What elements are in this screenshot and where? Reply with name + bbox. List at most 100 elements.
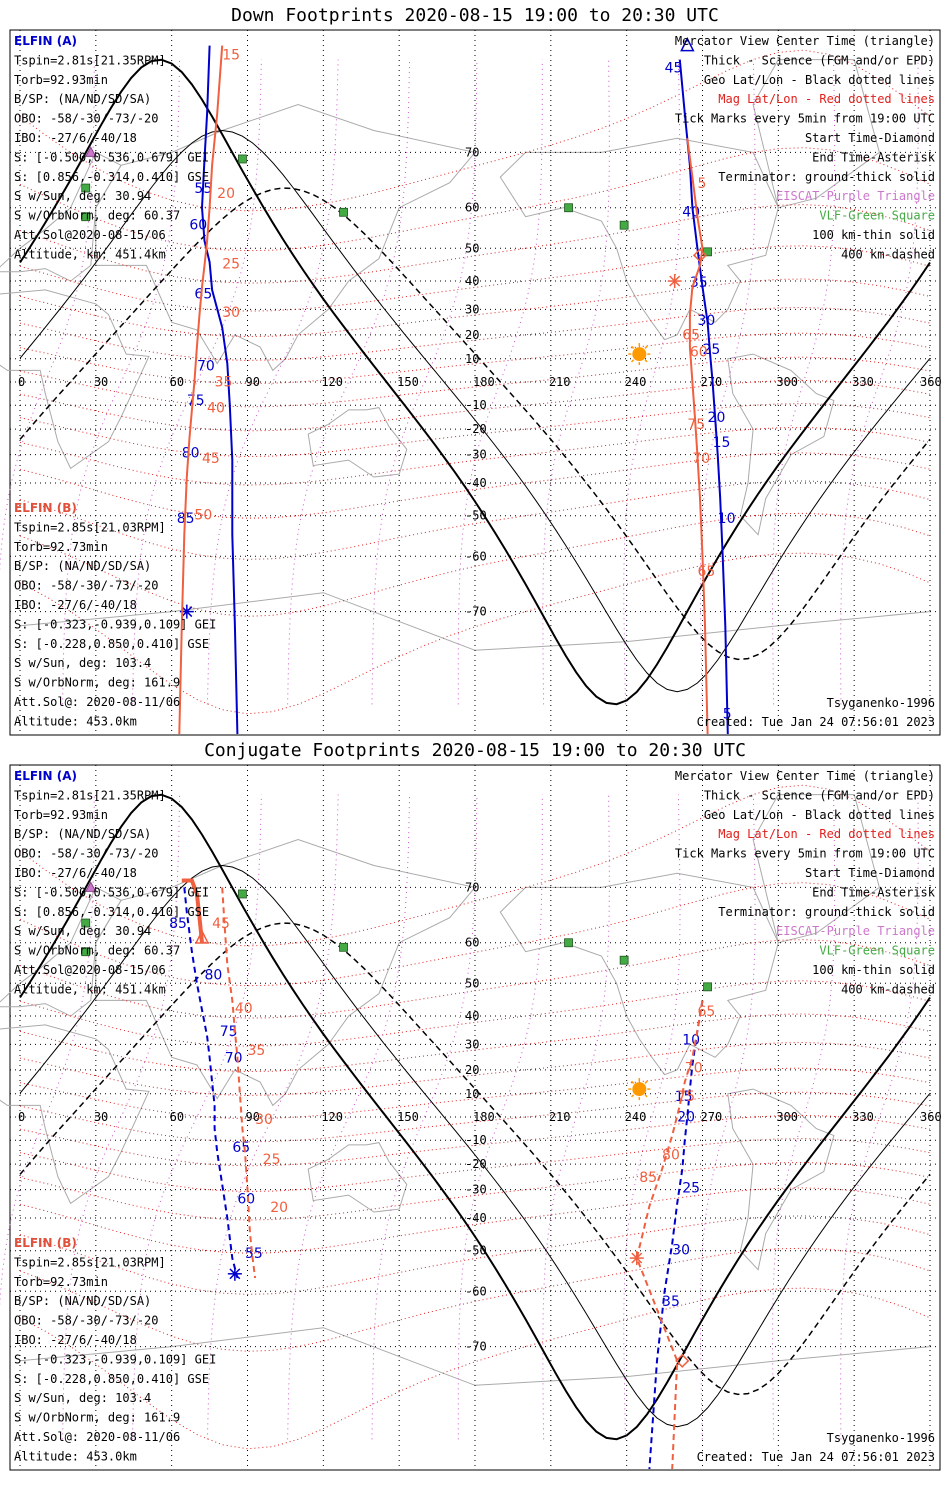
lon-tick-label: 330 bbox=[852, 375, 874, 389]
track-d-tick-label: 60 bbox=[690, 344, 708, 360]
map-content: 0 30 60 90 120 150 180 210 240 270 300 330 360 70 60 50… bbox=[0, 765, 942, 1470]
lat-tick-label: -40 bbox=[465, 1211, 487, 1225]
mag-meridian bbox=[62, 794, 181, 1440]
info-line: S w/OrbNorm, deg: 161.9 bbox=[14, 1411, 180, 1425]
lat-tick-label: -10 bbox=[465, 398, 487, 412]
track-c-tick-label: 5 bbox=[723, 706, 732, 722]
track-d-tick-label: 65 bbox=[697, 1004, 715, 1020]
track-d-tick-label: 65 bbox=[697, 564, 715, 580]
info-line: Torb=92.73min bbox=[14, 1275, 108, 1289]
track-b-tick-label: 40 bbox=[235, 1001, 253, 1017]
eiscat-triangle bbox=[84, 146, 97, 157]
mag-parallel bbox=[19, 1247, 931, 1352]
lon-tick-label: 120 bbox=[321, 375, 343, 389]
mag-parallel bbox=[19, 882, 931, 987]
track-d-tick-label: 65 bbox=[682, 328, 700, 344]
track-a-end-asterisk bbox=[181, 606, 193, 618]
mag-meridian bbox=[771, 59, 836, 705]
sun-ray bbox=[644, 1080, 648, 1084]
legend: Mercator View Center Time (triangle) Thic… bbox=[675, 769, 936, 996]
sun-icon bbox=[632, 347, 647, 362]
lon-tick-label: 300 bbox=[776, 1110, 798, 1124]
sun-ray bbox=[630, 345, 635, 349]
lat-tick-label: -10 bbox=[465, 1133, 487, 1147]
elfin-a-info: ELFIN (A) Tspin=2.81s[21.35RPM] Torb=92.93… bbox=[14, 34, 209, 261]
track-a-line bbox=[200, 45, 239, 735]
legend-line: Geo Lat/Lon - Black dotted lines bbox=[704, 73, 935, 87]
lon-tick-label: 270 bbox=[701, 1110, 723, 1124]
track-d-tick-label: 75 bbox=[677, 1089, 695, 1105]
coastline bbox=[95, 838, 476, 1107]
vlf-square bbox=[238, 154, 247, 164]
vlf-square bbox=[81, 212, 91, 222]
mag-parallel bbox=[19, 512, 931, 617]
legend-line: Mag Lat/Lon - Red dotted lines bbox=[718, 827, 935, 841]
mag-parallel bbox=[19, 1187, 931, 1254]
lon-tick-label: 180 bbox=[473, 1110, 495, 1124]
sun-ray bbox=[630, 359, 635, 363]
info-title: ELFIN (A) bbox=[14, 34, 77, 48]
lat-tick-label: 30 bbox=[465, 1037, 479, 1051]
lat-tick-label: 70 bbox=[465, 145, 479, 159]
track-d-line bbox=[686, 138, 709, 735]
track-b-tick-label: 15 bbox=[222, 48, 240, 64]
track-a-end-asterisk bbox=[229, 1268, 241, 1280]
elfin-b-info: ELFIN (B) Tspin=2.85s[21.03RPM] Torb=92.73… bbox=[14, 1236, 216, 1463]
lat-tick-label: -70 bbox=[465, 605, 487, 619]
lon-tick-label: 0 bbox=[18, 375, 25, 389]
legend-line: EISCAT-Purple Triangle bbox=[776, 189, 935, 203]
vlf-square bbox=[619, 220, 629, 230]
track-a-tick-label: 60 bbox=[237, 1191, 255, 1207]
sun-icon bbox=[632, 1082, 647, 1097]
mag-parallel bbox=[19, 980, 931, 1047]
track-a-line bbox=[183, 887, 239, 1279]
lat-tick-label: -50 bbox=[465, 509, 487, 523]
lat-tick-label: 30 bbox=[465, 302, 479, 316]
lat-tick-label: -50 bbox=[465, 1244, 487, 1258]
info-line: OBO: -58/-30/-73/-20 bbox=[14, 1314, 159, 1328]
track-a-tick-label: 70 bbox=[197, 358, 215, 374]
lon-tick-label: 360 bbox=[920, 375, 942, 389]
track-b-tick-label: 45 bbox=[202, 451, 220, 467]
legend-line: Thick - Science (FGM and/or EPD) bbox=[704, 53, 935, 67]
track-d-tick-label: 5 bbox=[697, 176, 706, 192]
lon-tick-label: 240 bbox=[625, 1110, 647, 1124]
legend-line: Geo Lat/Lon - Black dotted lines bbox=[704, 808, 935, 822]
info-title: ELFIN (B) bbox=[14, 1236, 77, 1250]
mag-parallel bbox=[19, 204, 931, 284]
track-a-tick-label: 85 bbox=[169, 916, 187, 932]
info-title: ELFIN (A) bbox=[14, 769, 77, 783]
track-b-tick-label: 20 bbox=[217, 186, 235, 202]
legend: Mercator View Center Time (triangle) Thic… bbox=[675, 34, 936, 261]
elfin-b-info: ELFIN (B) Tspin=2.85s[21.03RPM] Torb=92.73… bbox=[14, 501, 216, 728]
legend-line: Start Time-Diamond bbox=[805, 131, 935, 145]
track-d-tick-label: 70 bbox=[692, 451, 710, 467]
info-line: Torb=92.93min bbox=[14, 73, 108, 87]
track-b-tick-label: 20 bbox=[270, 1200, 288, 1216]
lat-tick-label: 20 bbox=[465, 1063, 479, 1077]
lon-tick-label: 330 bbox=[852, 1110, 874, 1124]
track-d-end-asterisk bbox=[631, 1252, 643, 1264]
track-c-tick-label: 20 bbox=[708, 410, 726, 426]
info-line: IBO: -27/6/-40/18 bbox=[14, 866, 137, 880]
track-c-tick-label: 45 bbox=[665, 60, 683, 76]
info-line: S w/Sun, deg: 103.4 bbox=[14, 656, 151, 670]
vlf-square bbox=[238, 889, 247, 899]
track-c-line bbox=[678, 59, 729, 735]
lon-tick-label: 90 bbox=[246, 375, 260, 389]
track-a-tick-label: 55 bbox=[245, 1246, 263, 1262]
sun-ray bbox=[644, 1094, 648, 1098]
lon-tick-label: 120 bbox=[321, 1110, 343, 1124]
vlf-square bbox=[81, 918, 91, 928]
legend-line: End Time-Asterisk bbox=[812, 150, 936, 164]
created-label: Created: Tue Jan 24 07:56:01 2023 bbox=[697, 1450, 935, 1464]
track-a-tick-label: 60 bbox=[189, 217, 207, 233]
info-title: ELFIN (B) bbox=[14, 501, 77, 515]
vlf-square bbox=[81, 947, 91, 957]
lat-tick-label: 70 bbox=[465, 880, 479, 894]
lat-tick-label: -30 bbox=[465, 1183, 487, 1197]
eiscat-triangle bbox=[84, 881, 97, 892]
lat-tick-label: -30 bbox=[465, 448, 487, 462]
mag-meridian bbox=[623, 794, 681, 1440]
conjugate-footprints-map: 0 30 60 90 120 150 180 210 240 270 300 330 360 70 60 50… bbox=[0, 764, 942, 1471]
